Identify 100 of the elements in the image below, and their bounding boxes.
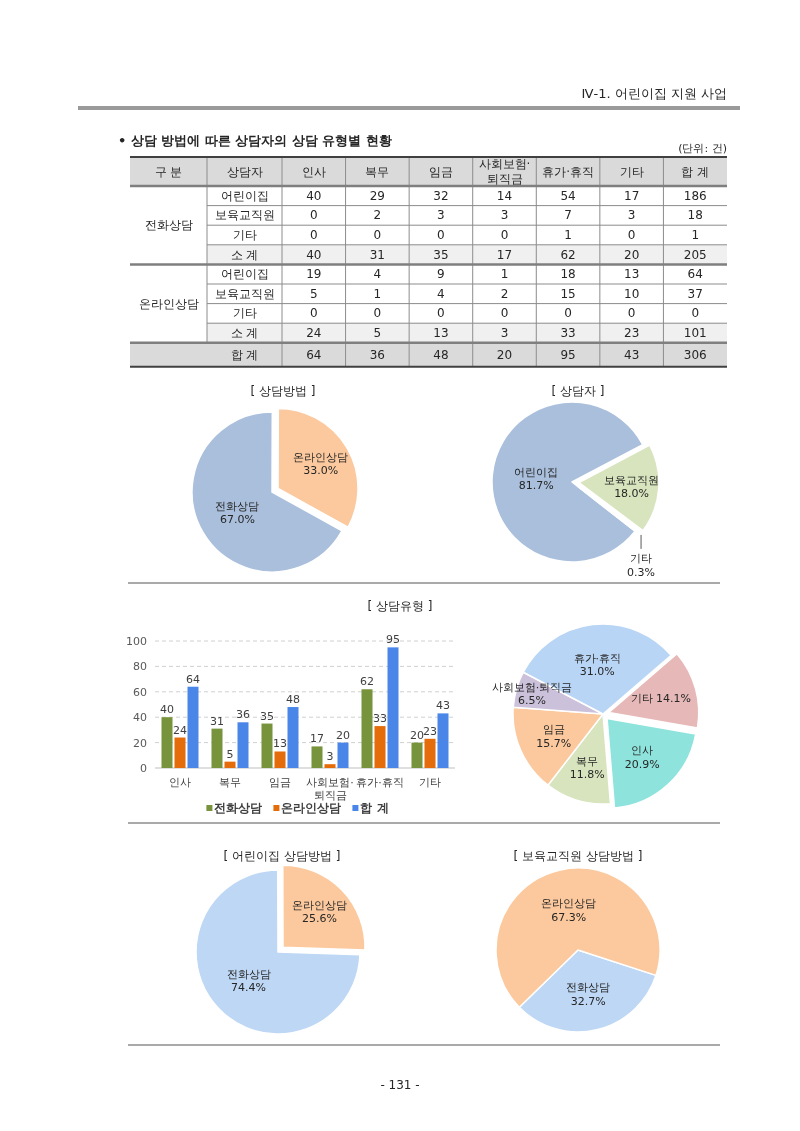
data-label: 0 — [691, 306, 700, 321]
data-label: 9 — [437, 267, 445, 282]
slice-label: 어린이집 — [514, 465, 559, 479]
y-tick-label: 보육교직원 — [214, 208, 275, 223]
data-label: 13 — [273, 736, 287, 750]
data-label: 0 — [500, 228, 509, 242]
text: 전화상담 — [144, 218, 193, 233]
data-label: 3 — [627, 208, 636, 223]
text: Ⅳ-1. 어린이집 지원 사업 — [581, 85, 727, 101]
data-label: 5 — [373, 326, 382, 340]
x-tick-label: 사회보험· 퇴직금 — [306, 775, 354, 802]
bar — [174, 737, 186, 768]
data-label: 2 — [373, 208, 382, 223]
slice-label: 온라인상담 — [293, 450, 349, 464]
data-label: 10 — [624, 286, 640, 301]
data-label: 33 — [373, 711, 387, 725]
data-label: 0 — [373, 228, 382, 242]
data-label: 81.7% — [518, 478, 554, 492]
data-label: 64 — [186, 672, 200, 686]
x-tick-label: 기타 — [419, 775, 441, 789]
bar — [161, 717, 173, 768]
data-label: 43 — [436, 698, 450, 712]
x-tick-label: 복무 — [365, 164, 390, 179]
y-tick-label: 기타 — [232, 306, 257, 321]
x-tick-label: 인사 — [301, 164, 326, 179]
slice-label: 인사 — [631, 743, 654, 757]
slice-label: 기타 — [630, 551, 653, 565]
y-tick-label: 어린이집 — [220, 267, 269, 282]
data-label: 67.0% — [220, 512, 255, 526]
data-label: 24 — [173, 723, 187, 737]
data-label: 5 — [309, 286, 318, 301]
data-label: 101 — [683, 326, 707, 340]
data-label: 6.5% — [518, 693, 547, 707]
data-label: 23 — [423, 724, 437, 738]
slice-label: 휴가·휴직 — [573, 651, 622, 665]
y-tick-label: 0 — [140, 761, 147, 775]
data-label: 11.8% — [569, 767, 605, 781]
bar — [224, 761, 236, 768]
data-label: 20 — [624, 247, 640, 262]
data-label: 29 — [369, 188, 385, 203]
data-label: 20 — [410, 728, 424, 742]
data-label: 13 — [433, 326, 449, 340]
text: 온라인상담 — [138, 296, 199, 311]
data-label: 0 — [437, 228, 445, 242]
bar — [187, 686, 199, 768]
data-label: 17 — [496, 247, 513, 262]
data-label: 0 — [309, 228, 318, 242]
data-label: 1 — [373, 286, 382, 301]
chart-title: [ 보육교직원 상담방법 ] — [513, 849, 643, 863]
chart-title: [ 상담방법 ] — [250, 384, 316, 398]
data-label: 95 — [560, 347, 576, 362]
bar — [287, 707, 299, 768]
data-label: 35 — [260, 709, 274, 723]
bar — [387, 647, 399, 768]
data-label: 32 — [433, 188, 449, 203]
data-label: 0 — [564, 306, 572, 321]
data-label: 3 — [437, 208, 445, 223]
data-label: 23 — [624, 326, 640, 340]
text: - 131 - — [380, 1078, 420, 1092]
data-label: 31.0% — [579, 664, 615, 678]
y-tick-label: 기타 — [232, 228, 257, 242]
data-label: 0 — [309, 306, 318, 321]
slice-label: 전화상담 — [226, 967, 271, 981]
bar — [311, 746, 323, 768]
data-label: 13 — [624, 267, 640, 282]
bar — [361, 689, 373, 768]
data-label: 1 — [500, 267, 509, 282]
x-tick-label: 임금 — [269, 775, 291, 789]
data-label: 205 — [683, 247, 707, 262]
data-label: 31 — [210, 714, 224, 728]
data-label: 36 — [369, 347, 385, 362]
data-label: 48 — [433, 347, 449, 362]
y-tick-label: 100 — [126, 634, 147, 648]
data-label: 3 — [326, 749, 334, 763]
text: (단위: 건) — [678, 141, 727, 155]
legend-label: 전화상담 — [214, 801, 263, 815]
data-label: 40 — [306, 188, 322, 203]
text: 구 분 — [154, 164, 183, 179]
data-label: 25.6% — [302, 911, 338, 925]
data-label: 20 — [336, 728, 350, 742]
x-tick-label: 휴가·휴직 — [542, 164, 594, 179]
data-label: 95 — [386, 632, 400, 646]
data-label: 48 — [286, 692, 300, 706]
data-label: 20 — [496, 347, 513, 362]
data-label: 31 — [369, 247, 385, 262]
data-label: 4 — [373, 267, 382, 282]
data-label: 18 — [687, 208, 703, 223]
data-label: 15 — [560, 286, 576, 301]
x-tick-label: 휴가·휴직 — [356, 775, 404, 789]
data-label: 3 — [500, 326, 509, 340]
bar — [424, 738, 436, 768]
bar — [261, 723, 273, 768]
data-label: 0 — [627, 228, 636, 242]
y-tick-label: 소 계 — [230, 247, 259, 262]
chart-title: [ 어린이집 상담방법 ] — [223, 849, 341, 863]
data-label: 62 — [360, 674, 374, 688]
data-label: 14 — [496, 188, 513, 203]
data-label: 64 — [306, 347, 322, 362]
bar — [274, 751, 286, 768]
y-tick-label: 80 — [133, 659, 147, 673]
